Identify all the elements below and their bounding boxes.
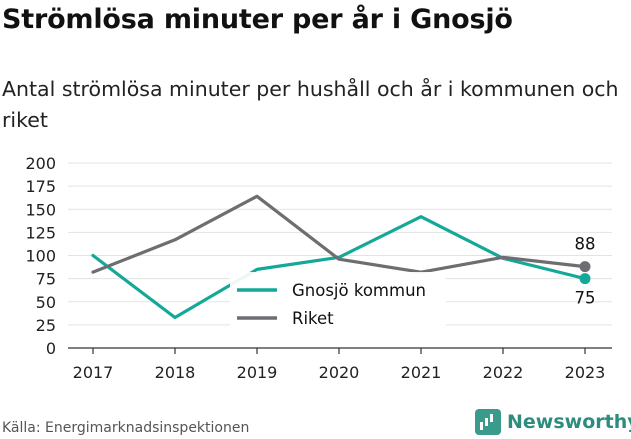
end-point <box>579 261 591 273</box>
brand-logo: Newsworthy <box>475 409 631 435</box>
x-tick-label: 2022 <box>483 363 524 382</box>
x-tick-label: 2021 <box>401 363 442 382</box>
data-label-gnosjo-2023: 75 <box>575 289 596 308</box>
legend-label: Riket <box>292 309 334 328</box>
y-tick-label: 200 <box>25 154 56 173</box>
x-tick-label: 2018 <box>155 363 196 382</box>
chart-subtitle: Antal strömlösa minuter per hushåll och … <box>2 77 619 132</box>
x-tick-label: 2020 <box>319 363 360 382</box>
y-tick-label: 125 <box>25 223 56 242</box>
y-tick-label: 0 <box>46 339 56 358</box>
data-label-riket-2023: 88 <box>575 235 596 254</box>
legend-box <box>230 272 446 332</box>
y-tick-label: 175 <box>25 177 56 196</box>
y-tick-label: 75 <box>36 270 56 289</box>
y-tick-label: 150 <box>25 200 56 219</box>
x-tick-label: 2017 <box>73 363 114 382</box>
series-line-riket <box>91 194 587 274</box>
brand-name: Newsworthy <box>507 411 631 433</box>
source-note: Källa: Energimarknadsinspektionen <box>2 420 250 436</box>
y-tick-label: 100 <box>25 247 56 266</box>
chart-title: Strömlösa minuter per år i Gnosjö <box>2 4 513 35</box>
y-tick-label: 25 <box>36 316 56 335</box>
end-point <box>579 273 591 285</box>
bar-chart-icon <box>475 409 501 435</box>
legend-label: Gnosjö kommun <box>292 281 426 300</box>
y-tick-label: 50 <box>36 293 56 312</box>
x-tick-label: 2023 <box>565 363 606 382</box>
x-tick-label: 2019 <box>237 363 278 382</box>
